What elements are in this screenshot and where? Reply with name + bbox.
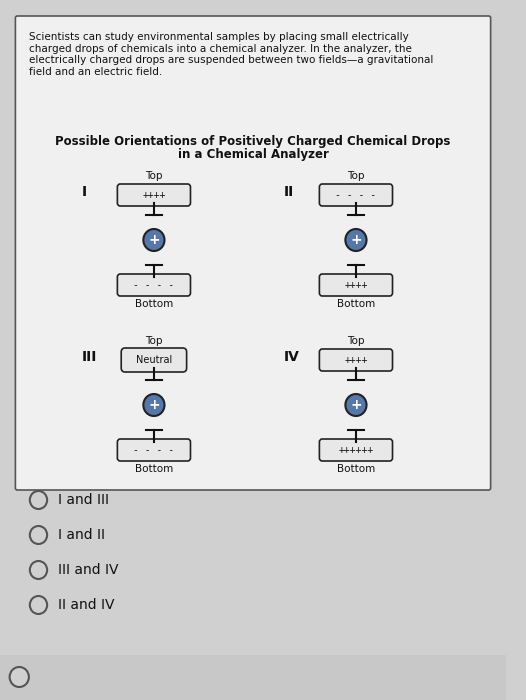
- Circle shape: [346, 229, 367, 251]
- FancyBboxPatch shape: [15, 16, 491, 490]
- Text: - - - -: - - - -: [336, 190, 377, 200]
- Text: Neutral: Neutral: [136, 355, 172, 365]
- Text: II and IV: II and IV: [58, 598, 114, 612]
- Text: Top: Top: [145, 336, 163, 346]
- Bar: [0, 655, 506, 700]
- Circle shape: [30, 491, 47, 509]
- Text: II: II: [284, 185, 294, 199]
- Text: IV: IV: [284, 350, 300, 364]
- FancyBboxPatch shape: [319, 349, 392, 371]
- Text: ++++: ++++: [344, 355, 368, 365]
- Text: - - - -: - - - -: [134, 280, 175, 290]
- Text: in a Chemical Analyzer: in a Chemical Analyzer: [178, 148, 328, 161]
- Text: - - - -: - - - -: [134, 445, 175, 455]
- FancyBboxPatch shape: [117, 439, 190, 461]
- FancyBboxPatch shape: [319, 274, 392, 296]
- Text: Top: Top: [145, 171, 163, 181]
- Text: III: III: [82, 350, 97, 364]
- Text: Top: Top: [347, 336, 365, 346]
- Circle shape: [144, 394, 165, 416]
- Text: Scientists can study environmental samples by placing small electrically
charged: Scientists can study environmental sampl…: [29, 32, 433, 77]
- Circle shape: [9, 667, 29, 687]
- FancyBboxPatch shape: [121, 348, 187, 372]
- Text: ++++++: ++++++: [338, 445, 373, 455]
- Text: Bottom: Bottom: [337, 299, 375, 309]
- Circle shape: [144, 229, 165, 251]
- Text: ++++: ++++: [344, 280, 368, 290]
- Circle shape: [30, 561, 47, 579]
- Text: III and IV: III and IV: [58, 563, 118, 577]
- Text: I and III: I and III: [58, 493, 109, 507]
- Circle shape: [30, 526, 47, 544]
- Text: +: +: [148, 398, 160, 412]
- FancyBboxPatch shape: [117, 274, 190, 296]
- Circle shape: [30, 596, 47, 614]
- Text: Bottom: Bottom: [135, 299, 173, 309]
- Text: ++++: ++++: [142, 190, 166, 200]
- Text: Possible Orientations of Positively Charged Chemical Drops: Possible Orientations of Positively Char…: [55, 135, 451, 148]
- Text: +: +: [350, 233, 362, 247]
- Circle shape: [346, 394, 367, 416]
- FancyBboxPatch shape: [319, 439, 392, 461]
- Text: Bottom: Bottom: [135, 464, 173, 474]
- Text: I: I: [82, 185, 87, 199]
- Text: +: +: [350, 398, 362, 412]
- FancyBboxPatch shape: [117, 184, 190, 206]
- FancyBboxPatch shape: [319, 184, 392, 206]
- Text: I and II: I and II: [58, 528, 105, 542]
- Text: +: +: [148, 233, 160, 247]
- Text: Bottom: Bottom: [337, 464, 375, 474]
- Text: Top: Top: [347, 171, 365, 181]
